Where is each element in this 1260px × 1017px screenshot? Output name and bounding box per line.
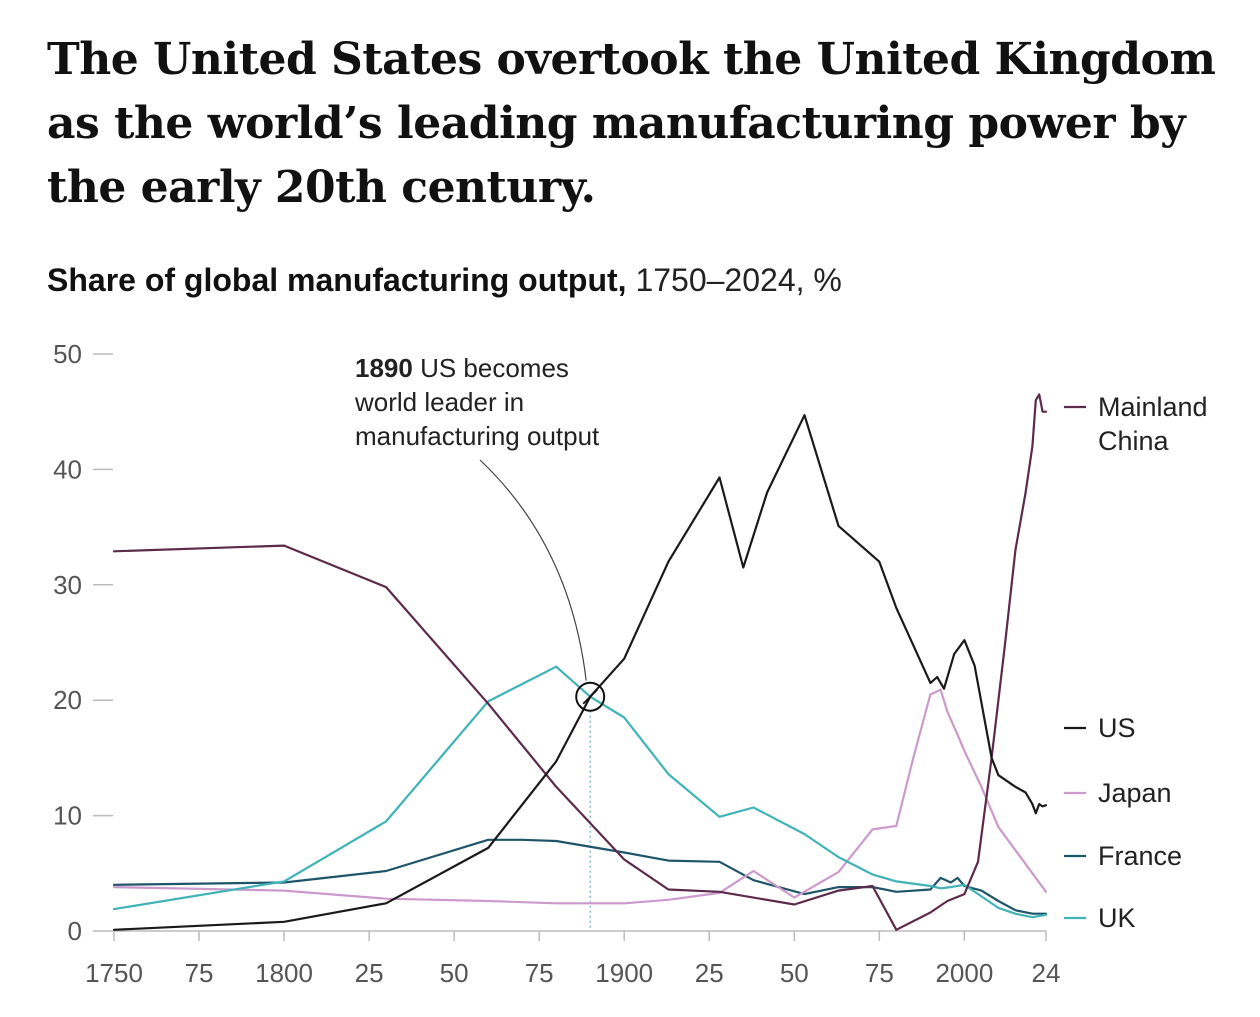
x-tick-label: 24 (1032, 958, 1061, 988)
subtitle-range: 1750–2024, % (626, 262, 842, 298)
annotation-marker (575, 681, 606, 712)
legend-label-us: US (1098, 713, 1136, 743)
series-layer (112, 393, 1048, 931)
legend-label-uk: UK (1098, 903, 1136, 933)
legend-label-mainland-china: Mainland China (1098, 392, 1208, 456)
annotation-line1: US becomes (413, 353, 569, 383)
y-tick-label: 0 (68, 916, 82, 946)
annotation-year: 1890 (355, 353, 413, 383)
x-tick-label: 1900 (595, 958, 653, 988)
x-tick-label: 75 (185, 958, 214, 988)
y-tick-label: 20 (53, 685, 82, 715)
x-tick-label: 25 (355, 958, 384, 988)
series-line-uk (112, 665, 1048, 919)
y-axis: 0 10 20 30 40 50 (53, 339, 113, 946)
subtitle-bold: Share of global manufacturing output, (47, 262, 627, 298)
annotation-circle (575, 681, 606, 712)
y-tick-label: 10 (53, 801, 82, 831)
x-tick-label: 2000 (935, 958, 993, 988)
annotation-line3: manufacturing output (355, 421, 600, 451)
y-tick-label: 40 (53, 454, 82, 484)
annotation-text: 1890 US becomes world leader in manufact… (354, 353, 600, 451)
x-tick-label: 75 (525, 958, 554, 988)
series-line-mainland-china (112, 393, 1048, 931)
x-tick-label: 50 (780, 958, 809, 988)
legend: Mainland China US Japan France UK (1064, 392, 1208, 933)
series-line-france (112, 838, 1048, 915)
annotation-leader-line (479, 459, 587, 681)
annotation-cross (582, 689, 598, 705)
legend-label-japan: Japan (1098, 778, 1172, 808)
y-tick-label: 50 (53, 339, 82, 369)
headline: The United States overtook the United Ki… (47, 34, 1216, 213)
x-axis: 1750 75 1800 25 50 75 1900 25 50 75 2000 24 (85, 930, 1061, 988)
x-tick-label: 25 (695, 958, 724, 988)
series-line-us (112, 414, 1048, 931)
x-tick-label: 1750 (85, 958, 143, 988)
series-line-japan (112, 688, 1048, 905)
legend-label-france: France (1098, 841, 1182, 871)
x-tick-label: 1800 (255, 958, 313, 988)
x-tick-label: 75 (865, 958, 894, 988)
chart-subtitle: Share of global manufacturing output, 17… (47, 258, 842, 302)
y-tick-label: 30 (53, 570, 82, 600)
annotation-line2: world leader in (354, 387, 524, 417)
x-tick-label: 50 (440, 958, 469, 988)
